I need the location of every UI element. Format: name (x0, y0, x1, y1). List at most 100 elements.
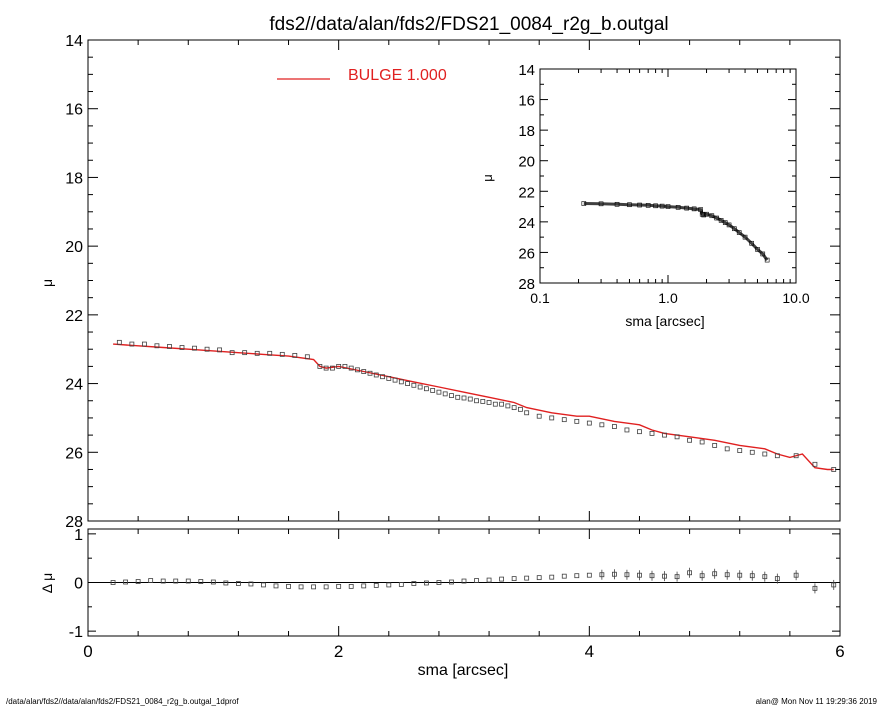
data-point (699, 439, 705, 445)
inset-data-point (691, 206, 697, 212)
residual-point (461, 578, 467, 584)
residual-point (160, 578, 166, 584)
data-point (254, 350, 260, 356)
data-point (831, 467, 837, 472)
main-y-tick-label: 22 (65, 308, 83, 325)
data-point (749, 449, 755, 455)
residual-point (624, 572, 630, 578)
residual-point (599, 572, 605, 578)
residual-plot: 10-10 2 4 6 Δ μ sma [arcsec] (39, 527, 845, 679)
legend-label: BULGE 1.000 (348, 67, 447, 84)
data-point (518, 406, 523, 412)
inset-data-point (698, 207, 703, 212)
residual-point (386, 582, 392, 588)
data-point (549, 415, 555, 421)
inset-data-points (581, 201, 770, 263)
data-point (267, 350, 273, 356)
data-point (599, 422, 605, 428)
data-point (380, 374, 385, 380)
residual-point (737, 572, 743, 578)
data-point (386, 376, 392, 381)
data-point (812, 461, 818, 467)
inset-data-point (764, 257, 770, 263)
data-point (323, 365, 329, 371)
residual-point (474, 578, 479, 583)
data-point (486, 400, 492, 405)
inset-data-point (742, 234, 748, 240)
data-point (436, 389, 442, 395)
residual-point (336, 583, 342, 589)
inset-y-tick-label: 20 (518, 154, 535, 171)
residual-point (699, 573, 705, 579)
inset-data-point (732, 226, 737, 232)
data-point (129, 341, 135, 347)
data-point (167, 344, 172, 349)
residual-point (536, 575, 542, 581)
residual-point (762, 574, 768, 580)
residual-point (831, 582, 837, 588)
residual-point (687, 570, 692, 576)
inset-data-point (659, 203, 665, 209)
inset-data-point (581, 201, 587, 206)
inset-y-tick-label: 16 (518, 93, 535, 110)
residual-point (449, 579, 454, 585)
residual-point (549, 574, 555, 580)
residual-point (793, 572, 799, 578)
data-point (430, 388, 436, 393)
data-point (637, 429, 642, 435)
residual-point (110, 580, 116, 585)
residual-point (637, 572, 642, 578)
data-point (774, 453, 780, 459)
inset-data-point (684, 205, 690, 211)
main-y-tick-label: 24 (65, 377, 83, 394)
residual-point (674, 574, 680, 580)
residual-point (148, 578, 154, 583)
data-point (511, 405, 517, 411)
inset-y-tick-label: 22 (518, 184, 535, 201)
residual-point (423, 580, 429, 586)
residual-point (561, 573, 567, 579)
residual-point (436, 580, 442, 585)
residual-point (712, 571, 718, 577)
data-point (329, 365, 335, 371)
res-y-tick-label: 0 (74, 576, 83, 593)
inset-data-point (653, 203, 658, 209)
residual-point (649, 573, 655, 579)
res-x-tick-label: 0 (83, 642, 92, 661)
inset-y-tick-label: 24 (518, 215, 535, 232)
data-point (561, 417, 567, 423)
data-point (336, 363, 342, 369)
data-point (179, 345, 185, 350)
data-point (304, 354, 310, 360)
data-point (242, 350, 248, 356)
main-y-tick-label: 26 (65, 445, 83, 462)
inset-data-point (760, 251, 766, 257)
inset-data-point (704, 211, 709, 217)
residual-point (361, 583, 367, 589)
residual-point (724, 572, 730, 578)
data-point (674, 434, 680, 440)
inset-data-point (675, 205, 681, 210)
main-y-tick-label: 20 (65, 239, 83, 256)
data-point (204, 346, 210, 352)
residual-ticks: 10-10 2 4 6 (69, 527, 845, 661)
residual-point (524, 575, 530, 581)
residual-point (135, 579, 141, 584)
inset-x-tick-label: 10.0 (782, 290, 809, 306)
residual-point (185, 578, 191, 584)
data-point (229, 350, 235, 356)
inset-y-tick-label: 18 (518, 123, 535, 140)
inset-data-point (701, 212, 706, 218)
residual-point (511, 576, 517, 582)
inset-log-plot: 14 16 18 20 22 24 26 280.1 1.0 10.0 μ sma [arcsec… (480, 62, 810, 329)
data-point (574, 418, 580, 424)
data-point (373, 372, 379, 378)
data-point (461, 395, 467, 401)
inset-data-point (736, 230, 742, 235)
residual-point (586, 572, 592, 578)
data-point (423, 386, 429, 392)
data-point (217, 347, 223, 353)
legend: BULGE 1.000 (277, 67, 447, 84)
residual-points (110, 567, 837, 594)
residual-point (173, 578, 179, 584)
